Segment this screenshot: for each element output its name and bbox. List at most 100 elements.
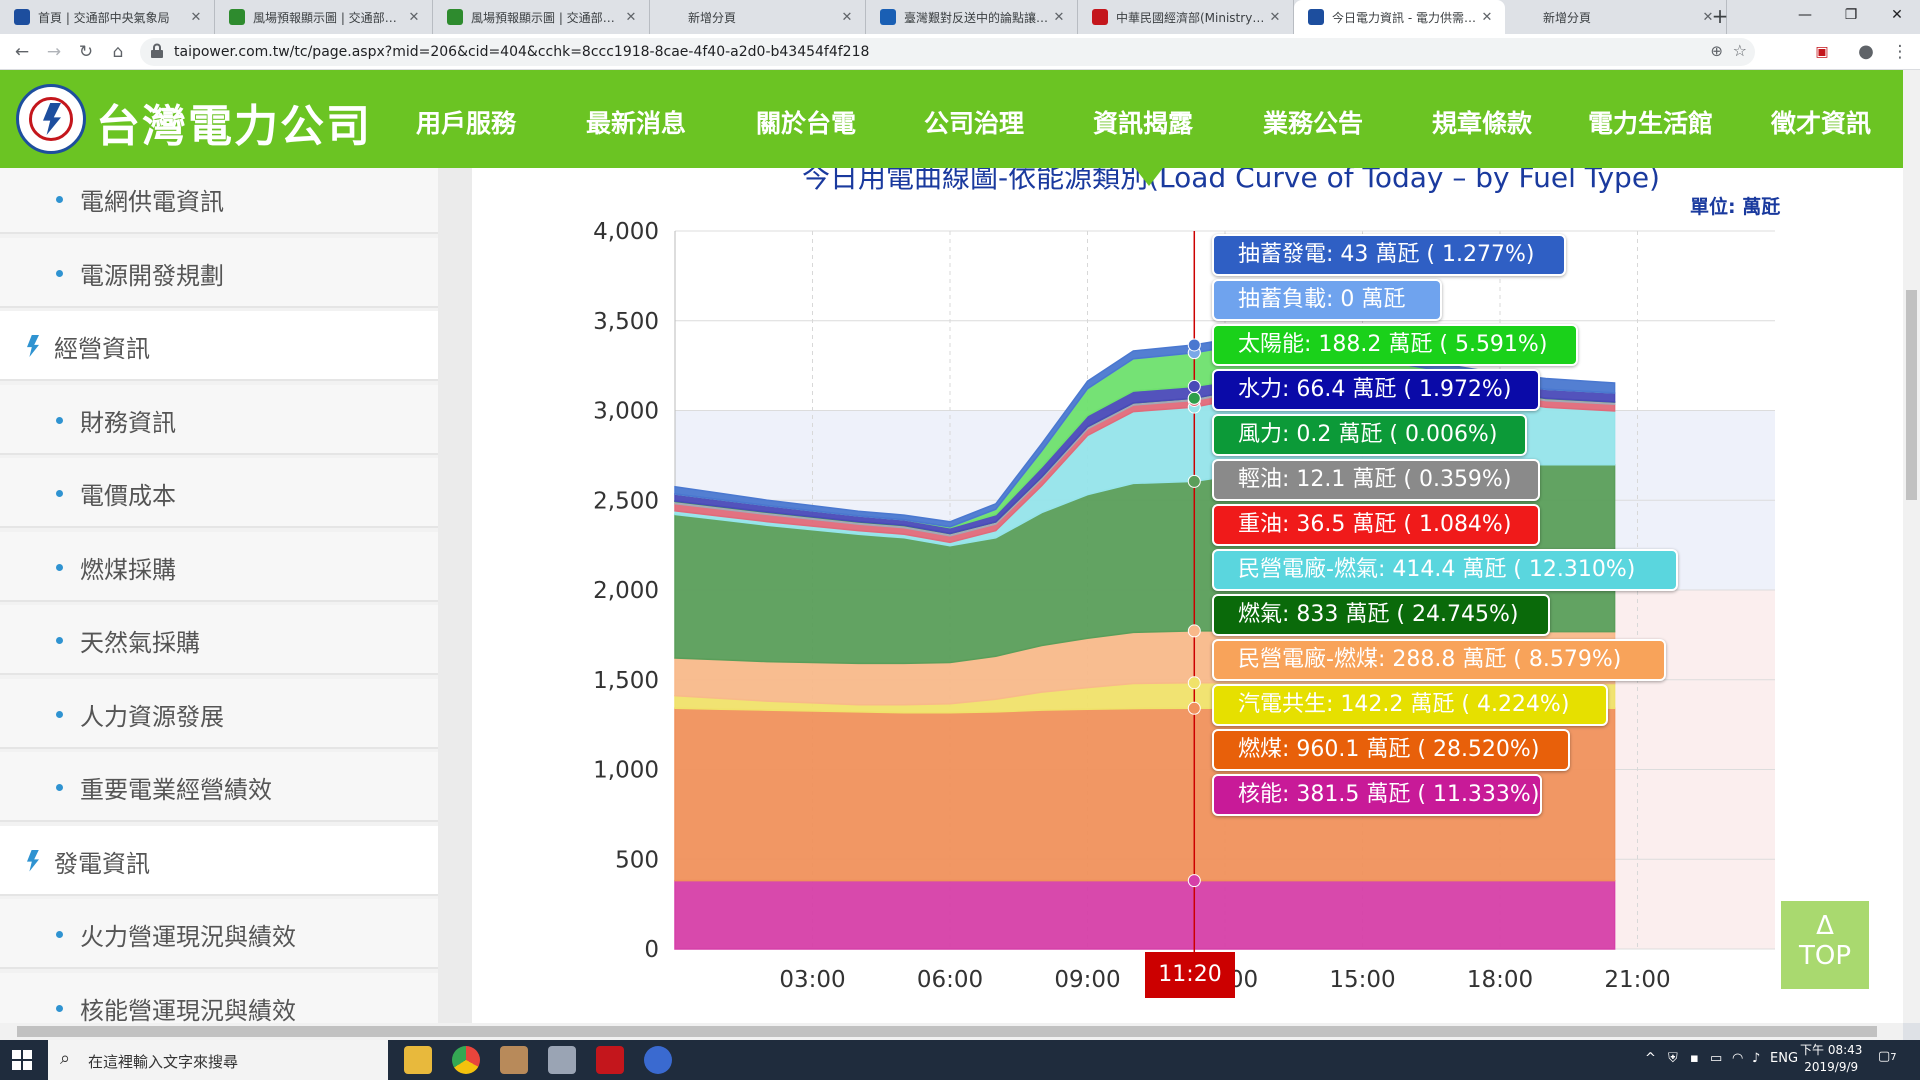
y-tick-label: 0 [644, 937, 659, 963]
tab-close-icon[interactable]: ✕ [841, 9, 853, 25]
horizontal-scrollbar[interactable] [0, 1023, 1903, 1040]
tab-title: 風場預報顯示圖 | 交通部中央... [253, 10, 406, 25]
tab-close-icon[interactable]: ✕ [190, 9, 202, 25]
sidebar-item[interactable]: 經營資訊 [0, 311, 438, 381]
back-icon[interactable]: ← [14, 42, 30, 62]
lock-icon [151, 43, 163, 58]
tab-close-icon[interactable]: ✕ [1053, 9, 1065, 25]
search-placeholder: 在這裡輸入文字來搜尋 [88, 1053, 239, 1071]
forward-icon[interactable]: → [46, 42, 62, 62]
vertical-scroll-thumb[interactable] [1906, 290, 1917, 500]
sidebar-item[interactable]: 重要電業經營績效 [0, 752, 438, 822]
maximize-button[interactable]: ❐ [1844, 7, 1858, 23]
sidebar-item[interactable]: 電價成本 [0, 458, 438, 528]
home-icon[interactable]: ⌂ [112, 42, 124, 62]
series-point[interactable] [1187, 379, 1201, 393]
nav-item[interactable]: 資訊揭露 [1093, 109, 1194, 138]
reload-icon[interactable]: ↻ [78, 42, 94, 62]
load-curve-chart[interactable]: 0 500 1,000 1,500 2,000 2,500 3,000 3,500 4,000 0… [472, 168, 1903, 1023]
series-point[interactable] [1187, 474, 1201, 488]
nav-item[interactable]: 電力生活館 [1588, 109, 1714, 138]
series-point[interactable] [1187, 676, 1201, 690]
browser-tab[interactable]: 中華民國經濟部(Ministry of... ✕ [1078, 0, 1294, 34]
tab-close-icon[interactable]: ✕ [1269, 9, 1281, 25]
nav-item[interactable]: 業務公告 [1263, 109, 1364, 138]
extension-icon[interactable]: ▣ [1815, 44, 1829, 60]
tray-network-icon[interactable]: ◠ [1732, 1051, 1744, 1066]
browser-tab[interactable]: 首頁 | 交通部中央氣象局 ✕ [0, 0, 215, 34]
tray-battery-icon[interactable]: ▭ [1710, 1051, 1723, 1066]
profile-avatar-icon[interactable]: ● [1858, 41, 1874, 62]
nav-item[interactable]: 關於台電 [756, 109, 857, 138]
browser-tab[interactable]: 新增分頁 ✕ [650, 0, 866, 34]
series-point[interactable] [1187, 624, 1201, 638]
tab-close-icon[interactable]: ✕ [1481, 9, 1493, 25]
app-icon-2[interactable] [548, 1046, 576, 1074]
tray-chevron-icon[interactable]: ^ [1645, 1051, 1656, 1066]
notification-icon[interactable]: ▢7 [1878, 1049, 1897, 1064]
area-series-12[interactable] [674, 338, 1616, 528]
top-button-label: TOP [1798, 941, 1852, 971]
y-tick-label: 3,000 [593, 399, 659, 425]
sidebar-item[interactable]: 人力資源發展 [0, 678, 438, 749]
chrome-icon[interactable] [452, 1046, 480, 1074]
file-explorer-icon[interactable] [404, 1046, 432, 1074]
browser-tab[interactable]: 風場預報顯示圖 | 交通部中央... ✕ [215, 0, 433, 34]
nav-item[interactable]: 最新消息 [586, 109, 687, 138]
zoom-icon[interactable]: ⊕ [1710, 42, 1723, 60]
tray-app-icon[interactable]: ▪ [1690, 1051, 1699, 1066]
area-series-0[interactable] [674, 879, 1616, 950]
series-point[interactable] [1187, 338, 1201, 352]
site-logo-text[interactable]: 台灣電力公司 [96, 101, 372, 152]
new-tab-button[interactable]: + [1711, 4, 1729, 28]
nav-item[interactable]: 用戶服務 [416, 109, 517, 138]
tray-shield-icon[interactable]: ⛨ [1668, 1051, 1678, 1066]
sidebar-item[interactable]: 電源開發規劃 [0, 237, 438, 308]
tab-favicon-icon [14, 9, 30, 25]
browser-tab[interactable]: 風場預報顯示圖 | 交通部中央... ✕ [433, 0, 650, 34]
address-bar[interactable]: taipower.com.tw/tc/page.aspx?mid=206&cid… [140, 38, 1755, 66]
vertical-scrollbar[interactable] [1903, 70, 1920, 1023]
sidebar-item[interactable]: 天然氣採購 [0, 605, 438, 675]
tab-close-icon[interactable]: ✕ [408, 9, 420, 25]
horizontal-scroll-thumb[interactable] [17, 1026, 1877, 1037]
taskbar-clock[interactable]: 下午 08:43 2019/9/9 [1800, 1042, 1862, 1076]
series-point[interactable] [1187, 874, 1201, 888]
bullet-icon [56, 490, 63, 497]
taipower-logo-icon[interactable] [16, 84, 86, 154]
y-tick-label: 3,500 [593, 309, 659, 335]
sidebar-item[interactable]: 火力營運現況與績效 [0, 899, 438, 969]
url-text: taipower.com.tw/tc/page.aspx?mid=206&cid… [174, 44, 870, 60]
browser-tab[interactable]: 新增分頁 ✕ [1505, 0, 1727, 34]
nav-item[interactable]: 規章條款 [1432, 109, 1533, 138]
bookmark-star-icon[interactable]: ☆ [1732, 41, 1747, 60]
sidebar-item[interactable]: 核能營運現況與績效 [0, 972, 438, 1023]
tray-language[interactable]: ENG [1770, 1051, 1799, 1066]
nav-item[interactable]: 徵才資訊 [1771, 109, 1872, 138]
unit-label: 單位: 萬瓩 [1690, 196, 1781, 218]
sidebar-item-label: 經營資訊 [54, 335, 150, 363]
browser-tab[interactable]: 今日電力資訊 - 電力供需資訊...✕ [1294, 0, 1505, 34]
tooltip-entry: 核能: 381.5 萬瓩 ( 11.333%) [1212, 774, 1542, 816]
sidebar-item[interactable]: 電網供電資訊 [0, 168, 438, 234]
nav-item[interactable]: 公司治理 [924, 109, 1025, 138]
tray-volume-icon[interactable]: ♪ [1752, 1051, 1761, 1066]
menu-kebab-icon[interactable]: ⋮ [1891, 42, 1909, 62]
app-icon-4[interactable] [644, 1046, 672, 1074]
back-to-top-button[interactable]: Δ TOP [1781, 901, 1869, 989]
minimize-button[interactable]: — [1798, 7, 1812, 23]
sidebar-item[interactable]: 燃煤採購 [0, 531, 438, 602]
taskbar-search-input[interactable]: ⌕ 在這裡輸入文字來搜尋 [48, 1040, 388, 1080]
tab-close-icon[interactable]: ✕ [1702, 9, 1714, 25]
close-window-button[interactable]: ✕ [1891, 7, 1903, 23]
sidebar-item[interactable]: 發電資訊 [0, 825, 438, 896]
clock-time: 下午 08:43 [1800, 1043, 1863, 1057]
series-point[interactable] [1187, 391, 1201, 405]
windows-start-icon[interactable] [12, 1050, 32, 1070]
series-point[interactable] [1187, 701, 1201, 715]
app-icon-3[interactable] [596, 1046, 624, 1074]
app-icon-1[interactable] [500, 1046, 528, 1074]
browser-tab[interactable]: 臺灣艱對反送中的論點讓我... ✕ [866, 0, 1078, 34]
sidebar-item[interactable]: 財務資訊 [0, 384, 438, 455]
tab-close-icon[interactable]: ✕ [625, 9, 637, 25]
